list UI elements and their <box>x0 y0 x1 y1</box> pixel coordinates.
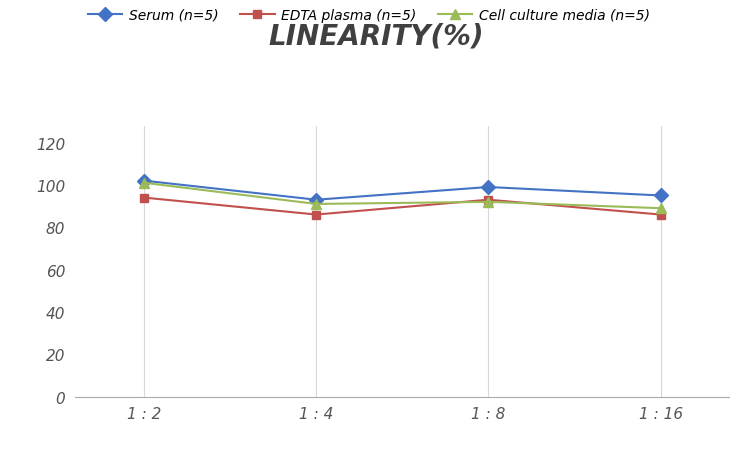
EDTA plasma (n=5) <box>140 195 149 201</box>
Serum (n=5) <box>484 185 493 190</box>
Cell culture media (n=5) <box>484 200 493 205</box>
Line: Cell culture media (n=5): Cell culture media (n=5) <box>139 179 666 214</box>
Serum (n=5) <box>312 198 321 203</box>
Text: LINEARITY(%): LINEARITY(%) <box>268 23 484 51</box>
Line: Serum (n=5): Serum (n=5) <box>139 176 666 205</box>
Cell culture media (n=5) <box>656 206 665 212</box>
Legend: Serum (n=5), EDTA plasma (n=5), Cell culture media (n=5): Serum (n=5), EDTA plasma (n=5), Cell cul… <box>82 3 656 28</box>
Serum (n=5) <box>140 179 149 184</box>
Serum (n=5) <box>656 193 665 199</box>
Cell culture media (n=5) <box>312 202 321 207</box>
EDTA plasma (n=5) <box>484 198 493 203</box>
EDTA plasma (n=5) <box>656 212 665 218</box>
EDTA plasma (n=5) <box>312 212 321 218</box>
Cell culture media (n=5) <box>140 181 149 186</box>
Line: EDTA plasma (n=5): EDTA plasma (n=5) <box>140 194 665 219</box>
